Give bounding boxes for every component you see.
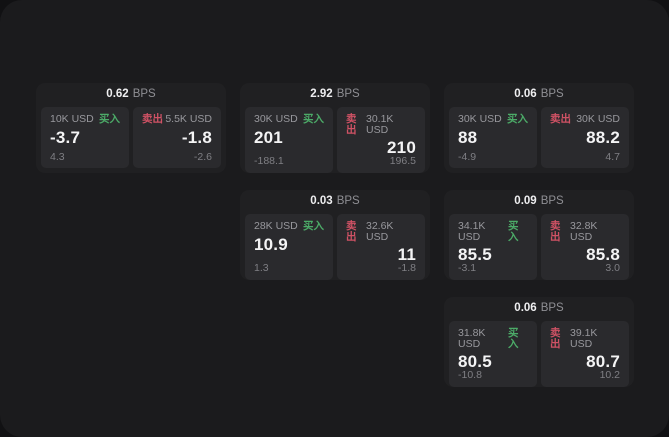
buy-size: 30K USD bbox=[458, 113, 502, 125]
sell-sub-value: 4.7 bbox=[605, 150, 620, 163]
buy-size: 28K USD bbox=[254, 220, 298, 232]
quote-card: 0.09 BPS 34.1K USD 买入 85.5 -3.1 卖出 32.8K… bbox=[444, 190, 634, 280]
buy-price: -3.7 bbox=[50, 127, 81, 147]
spread-value: 0.06 bbox=[514, 88, 537, 101]
sell-quote-panel[interactable]: 卖出 32.8K USD 85.8 3.0 bbox=[541, 214, 629, 280]
spread-unit: BPS bbox=[540, 302, 564, 315]
quote-panels: 10K USD 买入 -3.7 4.3 卖出 5.5K USD -1.8 -2.… bbox=[36, 107, 226, 173]
sell-quote-panel[interactable]: 卖出 32.6K USD 11 -1.8 bbox=[337, 214, 425, 280]
buy-size: 34.1K USD bbox=[458, 220, 486, 243]
buy-sub-value: 4.3 bbox=[50, 150, 65, 163]
buy-sub-value: 1.3 bbox=[254, 262, 269, 274]
spread-unit: BPS bbox=[132, 88, 156, 101]
spread-value: 2.92 bbox=[310, 88, 333, 101]
sell-sub-value: 3.0 bbox=[605, 262, 620, 274]
quote-card: 0.06 BPS 31.8K USD 买入 80.5 -10.8 卖出 39.1… bbox=[444, 297, 634, 387]
spread-unit: BPS bbox=[336, 88, 360, 101]
buy-price: 201 bbox=[254, 127, 283, 147]
buy-quote-panel[interactable]: 34.1K USD 买入 85.5 -3.1 bbox=[449, 214, 537, 280]
sell-sub-value: -1.8 bbox=[397, 262, 416, 274]
sell-size: 5.5K USD bbox=[165, 113, 212, 125]
buy-sub-value: -188.1 bbox=[254, 155, 284, 167]
spread-value: 0.62 bbox=[106, 88, 129, 101]
buy-side-label: 买入 bbox=[507, 113, 528, 125]
quote-panels: 31.8K USD 买入 80.5 -10.8 卖出 39.1K USD 80.… bbox=[444, 321, 634, 392]
spread-header: 0.09 BPS bbox=[444, 190, 634, 214]
quote-panels: 34.1K USD 买入 85.5 -3.1 卖出 32.8K USD 85.8… bbox=[444, 214, 634, 285]
buy-side-label: 买入 bbox=[99, 113, 120, 125]
spread-header: 0.06 BPS bbox=[444, 297, 634, 321]
spread-value: 0.09 bbox=[514, 195, 537, 208]
sell-size: 30.1K USD bbox=[365, 113, 394, 136]
sell-side-label: 卖出 bbox=[550, 113, 571, 125]
sell-side-label: 卖出 bbox=[550, 220, 561, 243]
sell-side-label: 卖出 bbox=[346, 113, 357, 136]
sell-quote-panel[interactable]: 卖出 39.1K USD 80.7 10.2 bbox=[541, 321, 629, 387]
buy-side-label: 买入 bbox=[303, 113, 324, 125]
sell-quote-panel[interactable]: 卖出 30K USD 88.2 4.7 bbox=[541, 107, 629, 168]
buy-price: 88 bbox=[458, 127, 478, 147]
sell-price: 210 bbox=[387, 138, 416, 157]
sell-sub-value: 196.5 bbox=[389, 155, 416, 167]
buy-size: 10K USD bbox=[50, 113, 94, 125]
quote-card: 0.62 BPS 10K USD 买入 -3.7 4.3 卖出 5.5K USD… bbox=[36, 83, 226, 173]
buy-sub-value: -4.9 bbox=[458, 150, 477, 163]
quote-panels: 30K USD 买入 88 -4.9 卖出 30K USD 88.2 4.7 bbox=[444, 107, 634, 173]
buy-quote-panel[interactable]: 31.8K USD 买入 80.5 -10.8 bbox=[449, 321, 537, 387]
sell-size: 39.1K USD bbox=[569, 327, 598, 350]
quote-card: 0.06 BPS 30K USD 买入 88 -4.9 卖出 30K USD 8… bbox=[444, 83, 634, 173]
sell-side-label: 卖出 bbox=[550, 327, 561, 350]
buy-size: 31.8K USD bbox=[458, 327, 486, 350]
sell-side-label: 卖出 bbox=[346, 220, 357, 243]
sell-price: 80.7 bbox=[586, 352, 620, 371]
spread-value: 0.03 bbox=[310, 195, 333, 208]
quote-card: 0.03 BPS 28K USD 买入 10.9 1.3 卖出 32.6K US… bbox=[240, 190, 430, 280]
sell-size: 30K USD bbox=[576, 113, 620, 125]
spread-header: 2.92 BPS bbox=[240, 83, 430, 107]
buy-side-label: 买入 bbox=[508, 327, 519, 350]
buy-quote-panel[interactable]: 30K USD 买入 88 -4.9 bbox=[449, 107, 537, 168]
buy-sub-value: -10.8 bbox=[458, 369, 482, 381]
quote-card-grid: 0.62 BPS 10K USD 买入 -3.7 4.3 卖出 5.5K USD… bbox=[36, 83, 634, 387]
sell-price: 11 bbox=[397, 245, 416, 264]
buy-price: 80.5 bbox=[458, 352, 492, 371]
buy-side-label: 买入 bbox=[508, 220, 519, 243]
buy-size: 30K USD bbox=[254, 113, 298, 125]
buy-quote-panel[interactable]: 10K USD 买入 -3.7 4.3 bbox=[41, 107, 129, 168]
quote-card: 2.92 BPS 30K USD 买入 201 -188.1 卖出 30.1K … bbox=[240, 83, 430, 173]
sell-sub-value: 10.2 bbox=[599, 369, 620, 381]
spread-header: 0.62 BPS bbox=[36, 83, 226, 107]
sell-size: 32.8K USD bbox=[569, 220, 598, 243]
sell-sub-value: -2.6 bbox=[193, 150, 212, 163]
buy-sub-value: -3.1 bbox=[458, 262, 477, 274]
buy-price: 10.9 bbox=[254, 234, 288, 254]
sell-quote-panel[interactable]: 卖出 30.1K USD 210 196.5 bbox=[337, 107, 425, 173]
sell-side-label: 卖出 bbox=[142, 113, 163, 125]
sell-price: -1.8 bbox=[181, 127, 212, 147]
spread-unit: BPS bbox=[540, 88, 564, 101]
spread-value: 0.06 bbox=[514, 302, 537, 315]
buy-side-label: 买入 bbox=[303, 220, 324, 232]
sell-price: 85.8 bbox=[586, 245, 620, 264]
spread-unit: BPS bbox=[540, 195, 564, 208]
sell-size: 32.6K USD bbox=[365, 220, 394, 243]
spread-unit: BPS bbox=[336, 195, 360, 208]
sell-price: 88.2 bbox=[586, 127, 620, 147]
buy-price: 85.5 bbox=[458, 245, 492, 264]
buy-quote-panel[interactable]: 30K USD 买入 201 -188.1 bbox=[245, 107, 333, 173]
spread-header: 0.06 BPS bbox=[444, 83, 634, 107]
quote-panels: 30K USD 买入 201 -188.1 卖出 30.1K USD 210 1… bbox=[240, 107, 430, 178]
spread-header: 0.03 BPS bbox=[240, 190, 430, 214]
quote-panels: 28K USD 买入 10.9 1.3 卖出 32.6K USD 11 -1.8 bbox=[240, 214, 430, 285]
sell-quote-panel[interactable]: 卖出 5.5K USD -1.8 -2.6 bbox=[133, 107, 221, 168]
buy-quote-panel[interactable]: 28K USD 买入 10.9 1.3 bbox=[245, 214, 333, 280]
